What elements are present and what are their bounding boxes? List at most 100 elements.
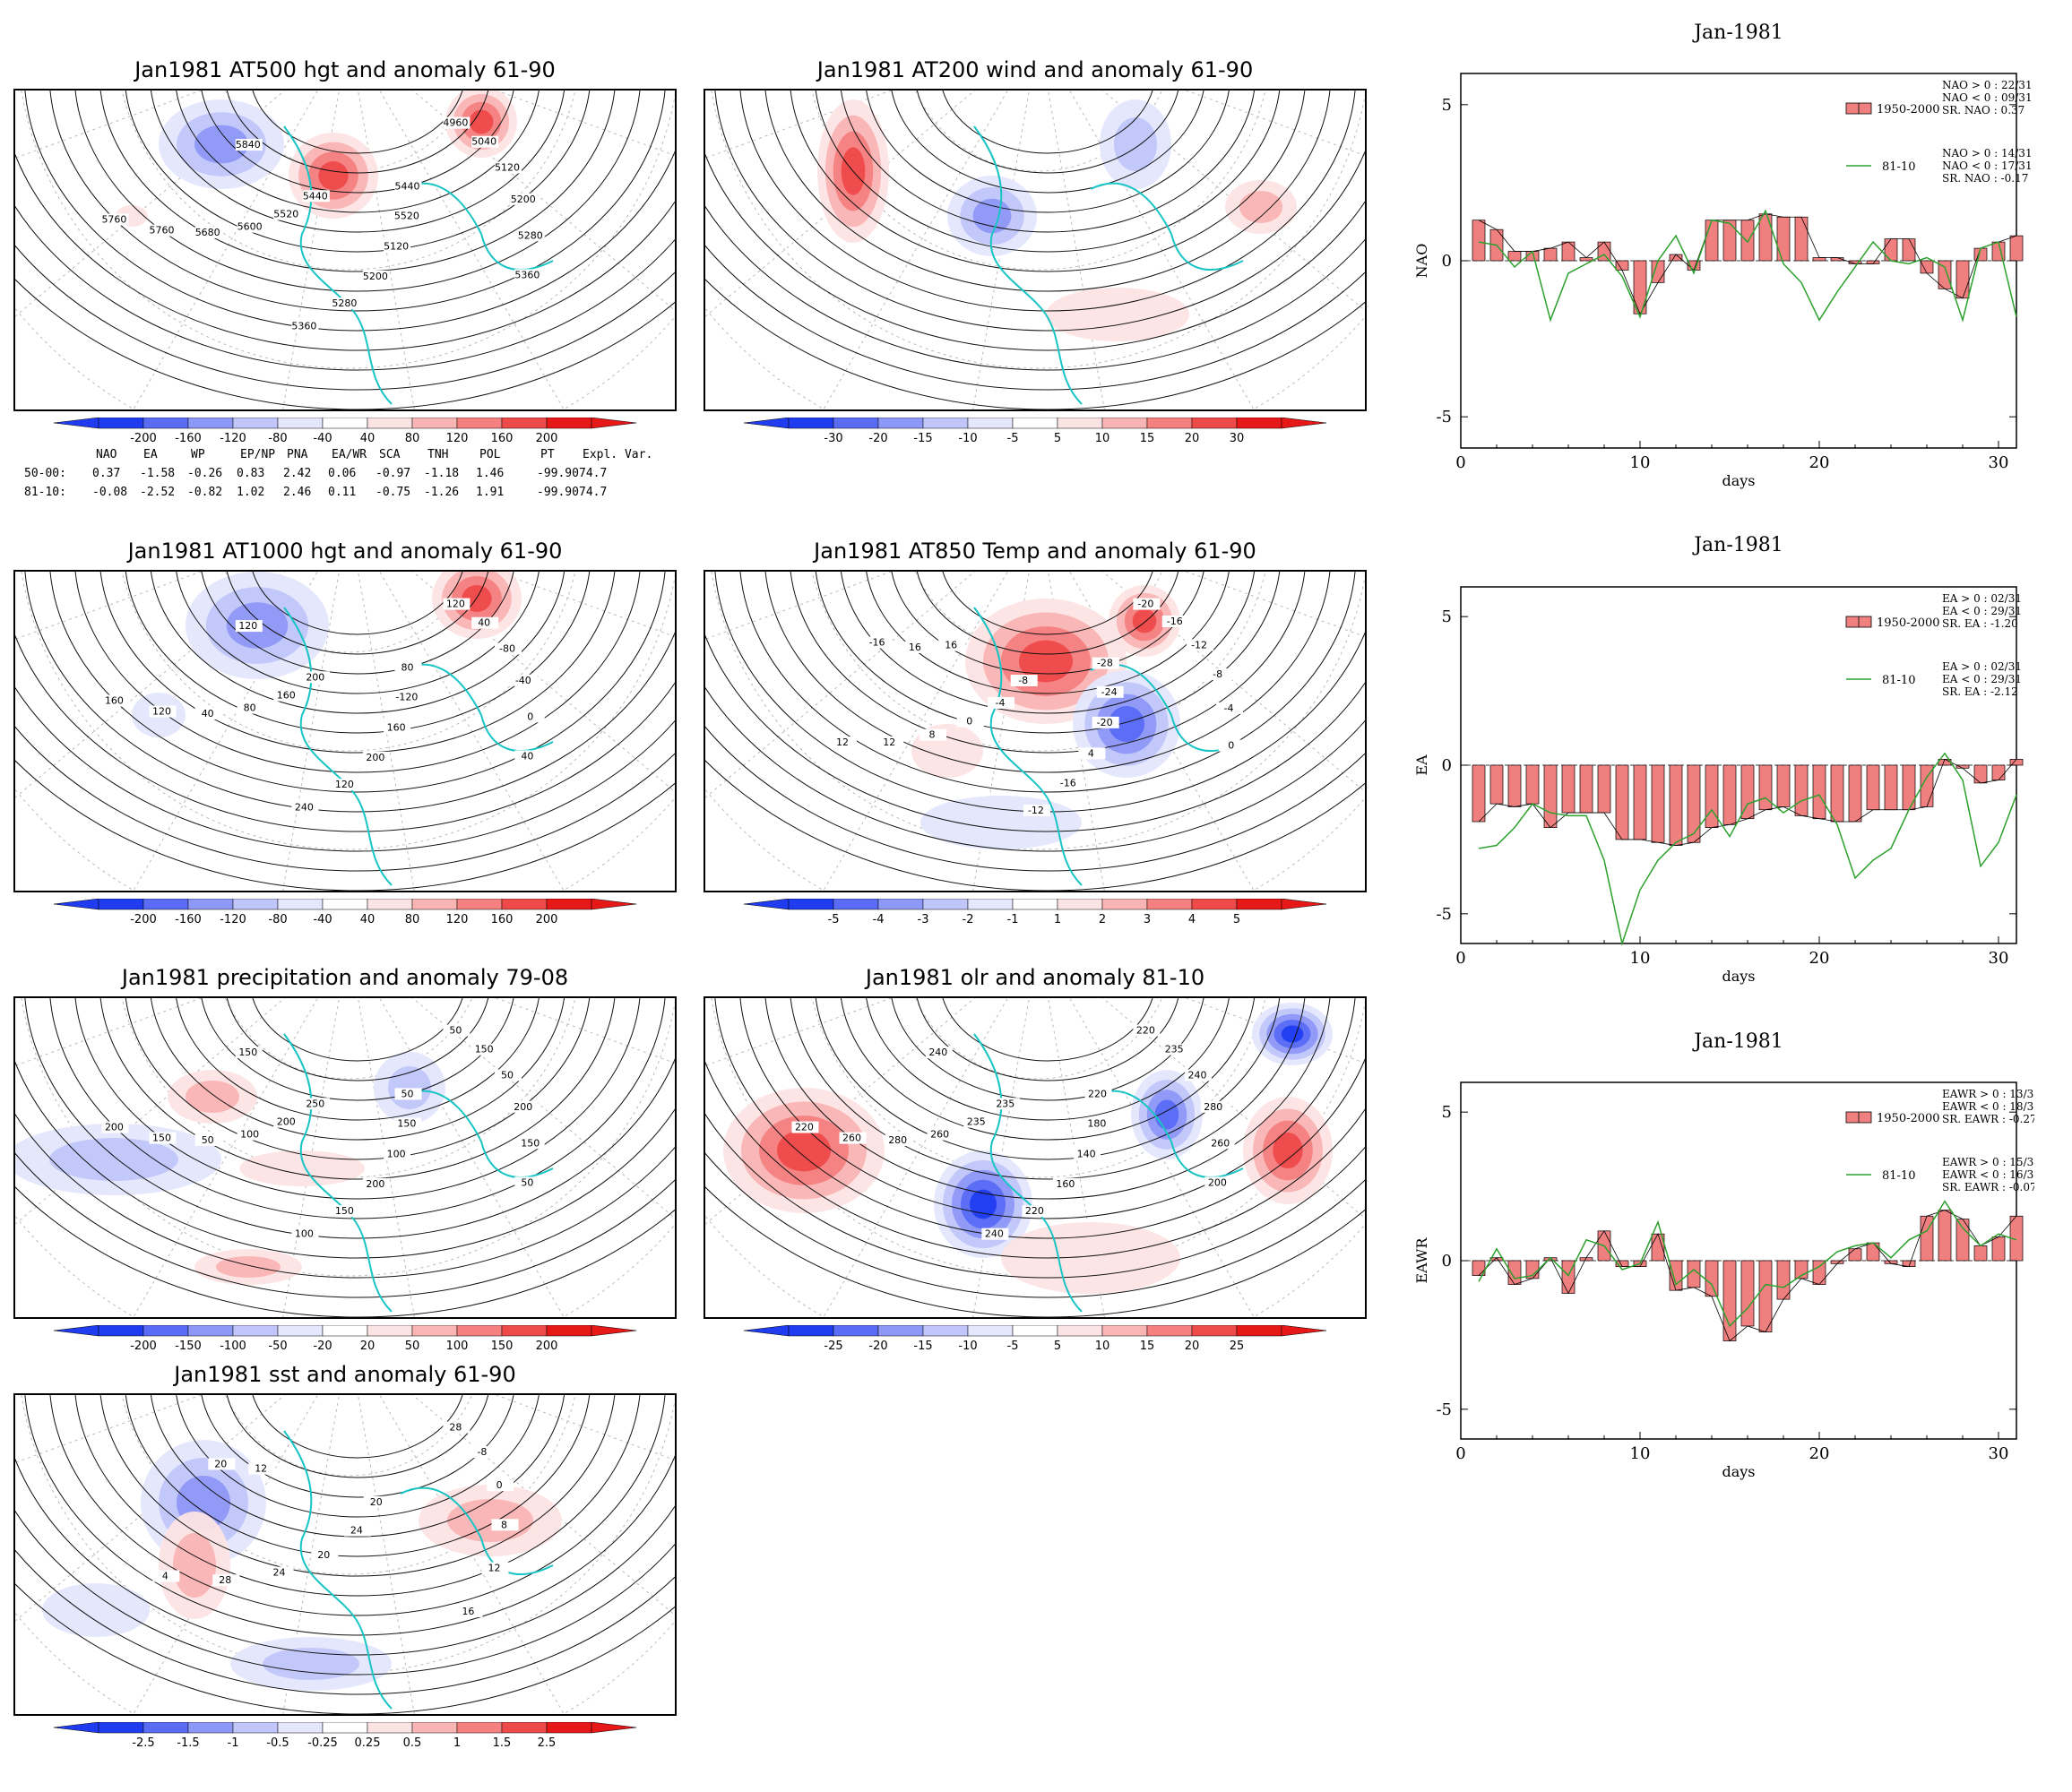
colorbar-tick-label: 80 xyxy=(405,432,420,444)
contour-label-bg xyxy=(1161,1043,1189,1055)
contour-line xyxy=(815,572,1281,734)
bar-1950-2000 xyxy=(1973,764,1988,784)
colorbar-tick-label: 200 xyxy=(536,1340,558,1352)
index-column-header: PT xyxy=(540,448,555,461)
contour-label: 28 xyxy=(219,1574,231,1586)
contour-line xyxy=(74,90,641,292)
colorbar-tick-label: -15 xyxy=(913,1340,932,1352)
contour-label-bg xyxy=(919,728,947,741)
colorbar-svg: -2.5 -1.5 -1 -0.5 -0.25 0.25 0.5 1 1.5 2.5 xyxy=(53,1721,637,1750)
longitude-line xyxy=(15,572,286,798)
bar-1950-2000 xyxy=(1543,247,1558,262)
colorbar-sst: -2.5 -1.5 -1 -0.5 -0.25 0.25 0.5 1 1.5 2.5 xyxy=(53,1721,637,1750)
contour-line xyxy=(252,998,463,1062)
contour-label: 0 xyxy=(496,1479,503,1491)
colorbar-tick-label: -20 xyxy=(313,1340,332,1352)
colorbar-tick-label: 160 xyxy=(491,913,514,926)
contour-line xyxy=(916,998,1179,1081)
bar-1950-2000 xyxy=(1938,1210,1952,1262)
longitude-line xyxy=(358,998,415,1317)
contour-label-bg xyxy=(1204,1176,1232,1189)
contour-label-bg xyxy=(471,135,499,148)
contour-label: -12 xyxy=(1191,639,1207,650)
colorbar-svg: -200 -160 -120 -80 -40 40 80 120 160 200 xyxy=(53,417,637,445)
contour-label-bg xyxy=(938,639,966,651)
contour-label-bg xyxy=(455,1605,483,1617)
contour-label: -16 xyxy=(869,636,885,648)
contour-line xyxy=(866,572,1230,694)
longitude-line xyxy=(358,1395,415,1714)
colorbar-tick-label: -150 xyxy=(175,1340,202,1352)
colorbar-tick-label: -1 xyxy=(1007,913,1019,926)
contour-label-bg xyxy=(235,620,263,633)
longitude-line xyxy=(495,90,675,157)
contour-label: 220 xyxy=(1025,1205,1044,1217)
colorbar-segment xyxy=(1191,417,1238,429)
bar-1950-2000 xyxy=(1758,213,1773,262)
contour-label: 28 xyxy=(449,1422,462,1434)
latitude-circle xyxy=(811,572,1266,752)
contour-label-bg xyxy=(885,1134,912,1147)
contour-line xyxy=(739,572,1356,793)
anomaly-shading xyxy=(447,1499,533,1542)
colorbar-segment xyxy=(367,898,413,910)
colorbar-segment xyxy=(546,417,592,429)
anomaly-shading xyxy=(1239,191,1282,223)
bar-1950-2000 xyxy=(1830,764,1844,823)
colorbar-segment xyxy=(98,417,144,429)
contour-line xyxy=(151,572,565,714)
contour-line xyxy=(176,998,540,1121)
contour-label: 200 xyxy=(105,1122,124,1133)
bar-1950-2000 xyxy=(1472,220,1486,262)
colorbar-tick-label: 0.5 xyxy=(403,1736,422,1749)
anomaly-shading xyxy=(49,1138,178,1181)
contour-line xyxy=(891,998,1204,1101)
x-tick-label: 0 xyxy=(1455,453,1465,472)
colorbar-svg: -25 -20 -15 -10 -5 5 10 15 20 25 xyxy=(743,1324,1327,1353)
longitude-line xyxy=(705,90,893,159)
anomaly-shading xyxy=(173,1533,216,1598)
longitude-line xyxy=(823,998,1008,1317)
contour-line xyxy=(15,1061,675,1259)
contour-label: -80 xyxy=(499,642,515,654)
contour-label: 160 xyxy=(387,722,406,734)
map-title-at1000: Jan1981 AT1000 hgt and anomaly 61-90 xyxy=(127,538,563,564)
colorbar-tick-label: 20 xyxy=(360,1340,376,1352)
contour-label: 200 xyxy=(277,1116,296,1128)
contour-label: -8 xyxy=(1018,675,1028,686)
bar-1950-2000 xyxy=(1812,257,1826,262)
contour-label: 260 xyxy=(842,1133,861,1144)
contour-label-bg xyxy=(291,801,319,814)
colorbar-segment xyxy=(411,898,458,910)
colorbar-tick-label: 20 xyxy=(1185,432,1200,444)
map-panel-at850: -20 -16 -12 -8 -4 0 -28 -24 -20 4 -16 -12 -8 -4 0 8 12 12… xyxy=(704,570,1367,892)
ts-title-ea: Jan-1981 xyxy=(1694,534,1783,556)
latitude-circle xyxy=(121,90,576,271)
colorbar-segment xyxy=(411,1324,458,1337)
contour-label-bg xyxy=(510,1100,538,1113)
contour-label-bg xyxy=(248,1462,276,1475)
colorbar-tick-label: -4 xyxy=(873,913,885,926)
contour-line xyxy=(201,1395,514,1498)
contour-line xyxy=(790,90,1306,272)
contour-label-bg xyxy=(1207,1137,1235,1150)
contour-label-bg xyxy=(237,220,264,233)
colorbar-tick-label: 2 xyxy=(1099,913,1106,926)
bar-1950-2000 xyxy=(1776,216,1791,262)
longitude-line xyxy=(1069,90,1255,409)
map-panel-at200 xyxy=(704,89,1367,411)
bar-1950-2000 xyxy=(1776,1260,1791,1300)
anomaly-shading xyxy=(186,1081,239,1113)
index-value: 74.7 xyxy=(579,467,608,480)
contour-label-bg xyxy=(839,1132,867,1144)
colorbar-segment xyxy=(277,1324,324,1337)
contour-label: 200 xyxy=(306,671,324,683)
colorbar-segment xyxy=(411,417,458,429)
contour-label-bg xyxy=(1023,804,1050,816)
longitude-line xyxy=(495,1395,675,1461)
colorbar-tick-label: -40 xyxy=(313,913,332,926)
contour-label-bg xyxy=(1078,747,1106,760)
contour-label: -120 xyxy=(395,691,418,702)
contour-label-bg xyxy=(956,715,984,728)
